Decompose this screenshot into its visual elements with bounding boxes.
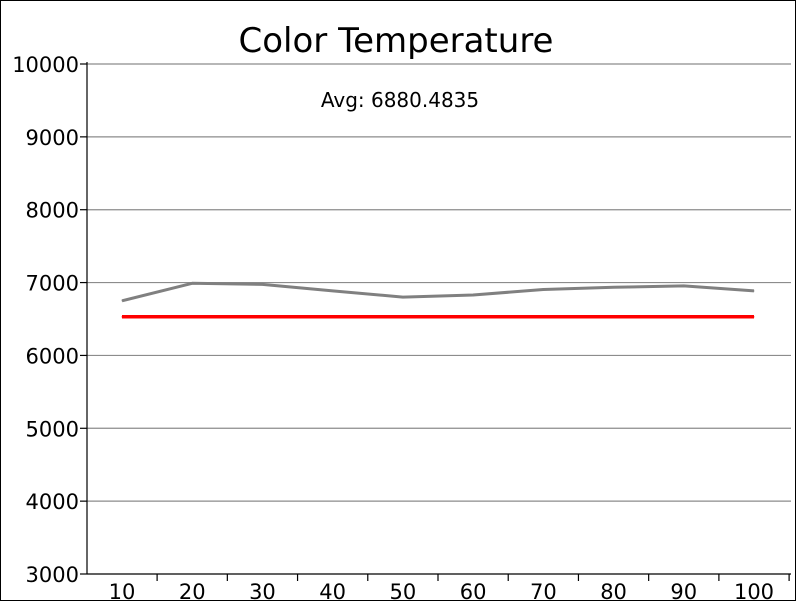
data-point-s1-30 (261, 316, 263, 318)
data-point-s1-20 (191, 316, 193, 318)
y-axis-ticks: 3000 4000 5000 6000 7000 8000 9000 10000 (12, 53, 87, 587)
x-tick-label-40: 40 (319, 580, 346, 601)
gridlines (87, 63, 791, 502)
data-point-s0-80 (613, 286, 615, 288)
x-tick-label-80: 80 (600, 580, 627, 601)
average-annotation: Avg: 6880.4835 (321, 88, 479, 112)
data-point-s0-60 (472, 294, 474, 296)
y-tick-label-3000: 3000 (26, 563, 79, 587)
data-point-s1-100 (753, 316, 755, 318)
x-tick-label-30: 30 (249, 580, 276, 601)
y-tick-label-7000: 7000 (26, 272, 79, 296)
data-point-s0-30 (261, 283, 263, 285)
y-tick-label-6000: 6000 (26, 344, 79, 368)
data-point-s0-100 (753, 290, 755, 292)
x-tick-label-50: 50 (390, 580, 417, 601)
data-point-s1-50 (402, 316, 404, 318)
data-point-s1-60 (472, 316, 474, 318)
data-point-s0-10 (121, 300, 123, 302)
x-tick-label-100: 100 (734, 580, 774, 601)
x-tick-label-90: 90 (670, 580, 697, 601)
data-point-s0-50 (402, 296, 404, 298)
axes (86, 62, 791, 575)
series-line-0 (121, 281, 755, 303)
y-tick-label-10000: 10000 (12, 53, 79, 77)
x-axis-ticks: 10 20 30 40 50 60 70 80 90 100 (109, 574, 790, 601)
x-tick-label-10: 10 (109, 580, 136, 601)
x-tick-label-20: 20 (179, 580, 206, 601)
data-point-s1-10 (121, 316, 123, 318)
data-point-s0-40 (332, 290, 334, 292)
y-tick-label-9000: 9000 (26, 126, 79, 150)
y-tick-label-5000: 5000 (26, 417, 79, 441)
series-lines (121, 281, 755, 319)
data-point-s1-70 (542, 316, 544, 318)
x-tick-label-60: 60 (460, 580, 487, 601)
data-point-s1-80 (613, 316, 615, 318)
y-tick-label-8000: 8000 (26, 199, 79, 223)
data-point-s0-70 (542, 288, 544, 290)
x-tick-label-70: 70 (530, 580, 557, 601)
chart-title: Color Temperature (239, 21, 554, 61)
data-point-s1-40 (332, 316, 334, 318)
y-tick-label-4000: 4000 (26, 490, 79, 514)
data-point-s1-90 (683, 316, 685, 318)
data-point-s0-90 (683, 285, 685, 287)
data-point-s0-20 (191, 282, 193, 284)
